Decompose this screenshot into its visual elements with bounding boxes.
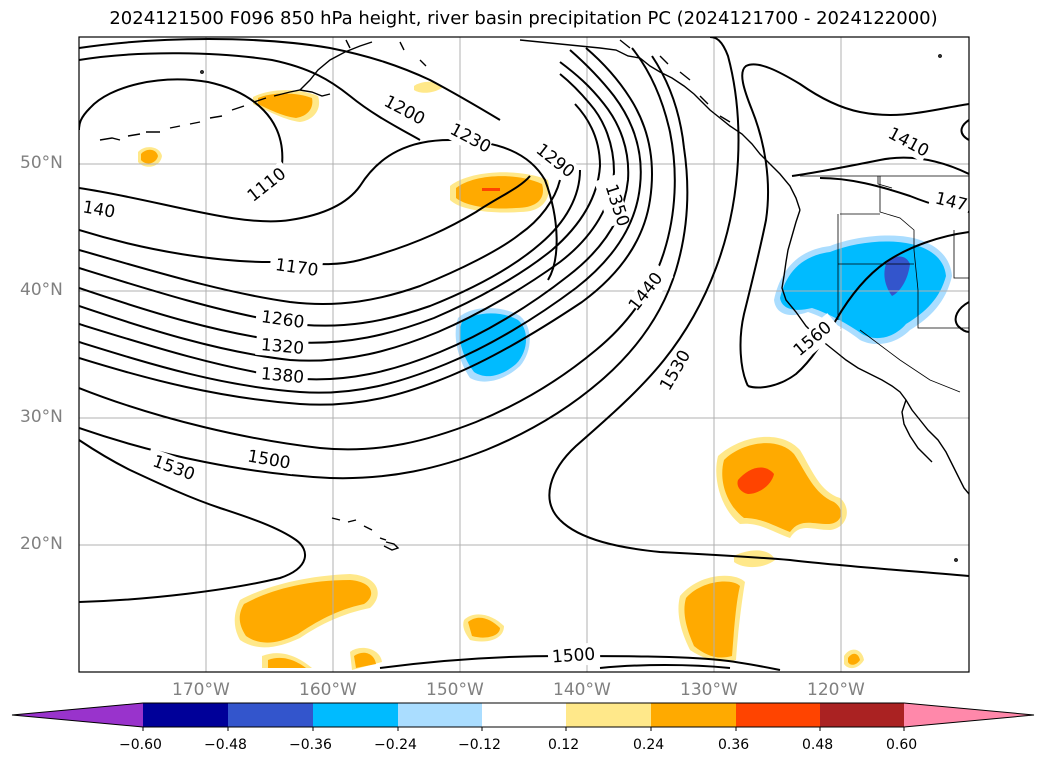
colorbar-tick-label: 0.48: [802, 737, 834, 753]
contour-label: 147: [933, 189, 969, 216]
colorbar-tick-label: 0.60: [886, 737, 918, 753]
colorbar-swatch: [820, 703, 904, 727]
contour-label: 1500: [551, 645, 596, 668]
colorbar-swatch: [566, 703, 651, 727]
contour-label: 1200: [381, 92, 429, 130]
contour-label: 1320: [260, 335, 305, 359]
lon-label: 120°W: [807, 680, 865, 700]
colorbar-swatch: [736, 703, 820, 727]
colorbar-extend-low: [12, 703, 143, 727]
colorbar-tick-label: 0.36: [718, 737, 750, 753]
lat-label: 30°N: [20, 407, 63, 427]
lon-label: 170°W: [172, 680, 230, 700]
coastlines: [99, 39, 969, 562]
lat-label: 20°N: [20, 534, 63, 554]
lat-label: 50°N: [20, 153, 63, 173]
height-contours: [79, 37, 969, 671]
colorbar: [11, 702, 1035, 731]
colorbar-tick-label: −0.48: [204, 737, 247, 753]
contour-label: 1290: [532, 140, 578, 182]
colorbar-tick-label: −0.36: [289, 737, 332, 753]
lon-label: 140°W: [553, 680, 611, 700]
colorbar-tick-label: −0.12: [458, 737, 501, 753]
colorbar-swatch: [313, 703, 398, 727]
lon-label: 160°W: [299, 680, 357, 700]
lon-label: 150°W: [426, 680, 484, 700]
contour-label: 140: [81, 197, 116, 222]
contour-label: 1380: [260, 364, 305, 388]
colorbar-swatch: [228, 703, 313, 727]
contour-label: 1410: [885, 124, 933, 162]
colorbar-tick-label: 0.12: [548, 737, 580, 753]
colorbar-tick-label: 0.24: [633, 737, 665, 753]
contour-label: 1230: [447, 120, 495, 158]
colorbar-tick-label: −0.24: [374, 737, 417, 753]
colorbar-swatch: [398, 703, 482, 727]
colorbar-swatch: [651, 703, 736, 727]
lat-label: 40°N: [20, 280, 63, 300]
colorbar-swatch: [143, 703, 228, 727]
colorbar-swatch: [482, 703, 566, 727]
boundaries: [800, 175, 969, 393]
map-frame: [78, 36, 970, 673]
lon-label: 130°W: [680, 680, 738, 700]
map-title: 2024121500 F096 850 hPa height, river ba…: [109, 8, 938, 29]
precipitation-fills: [138, 81, 952, 670]
colorbar-tick-label: −0.60: [119, 737, 162, 753]
colorbar-extend-high: [904, 703, 1034, 727]
